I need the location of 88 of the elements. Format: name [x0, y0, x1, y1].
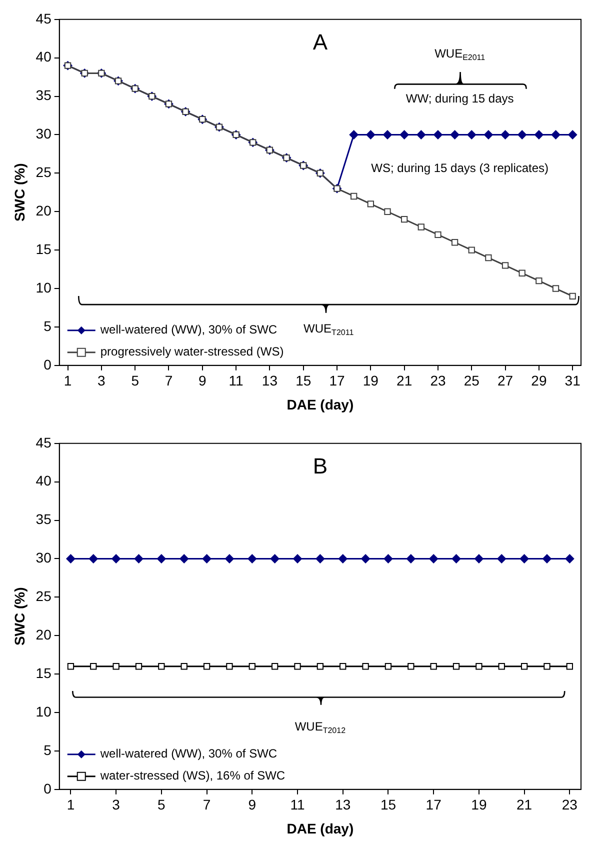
- y-tick-label: 30: [36, 550, 52, 566]
- x-tick-label: 1: [66, 796, 75, 813]
- x-tick-label: 15: [380, 796, 396, 813]
- point: [484, 130, 493, 140]
- y-tick-label: 10: [36, 279, 52, 296]
- x-tick-label: 29: [531, 372, 547, 389]
- y-tick-label: 40: [36, 472, 52, 489]
- text: A: [312, 29, 328, 54]
- x-tick-label: 9: [248, 796, 256, 813]
- legend-label: progressively water-stressed (WS): [100, 344, 284, 359]
- x-tick-label: 5: [131, 372, 140, 389]
- legend-label: water-stressed (WS), 16% of SWC: [99, 768, 286, 783]
- text: B: [312, 453, 328, 478]
- point: [416, 130, 426, 140]
- legend-label: well-watered (WW), 30% of SWC: [99, 746, 278, 761]
- y-tick-label: 5: [44, 318, 52, 334]
- y-tick-label: 30: [36, 126, 52, 142]
- point: [518, 270, 526, 276]
- point: [502, 262, 509, 269]
- y-tick-label: 15: [36, 240, 52, 257]
- point: [382, 130, 392, 140]
- point: [434, 231, 442, 238]
- y-axis-title: SWC (%): [11, 163, 28, 222]
- y-tick-label: 40: [36, 48, 52, 65]
- x-tick-label: 7: [164, 372, 173, 389]
- y-tick-label: 15: [36, 664, 52, 681]
- x-tick-label: 17: [426, 796, 442, 813]
- point: [384, 208, 391, 215]
- point: [467, 130, 476, 140]
- point: [500, 130, 510, 140]
- x-tick-label: 23: [562, 796, 578, 813]
- x-tick-label: 31: [564, 372, 581, 389]
- y-tick-label: 25: [36, 164, 52, 180]
- x-tick-label: 21: [516, 796, 532, 813]
- point: [568, 130, 578, 140]
- point: [366, 130, 376, 140]
- y-tick-label: 20: [36, 202, 52, 218]
- point: [349, 130, 358, 140]
- point: [433, 130, 442, 140]
- x-tick-label: 23: [430, 372, 446, 389]
- y-axis-title: SWC (%): [11, 587, 28, 646]
- point: [551, 130, 560, 140]
- point: [485, 254, 492, 262]
- y-tick-label: 35: [36, 511, 52, 528]
- x-tick-label: 7: [202, 796, 211, 813]
- x-tick-label: 3: [112, 796, 120, 813]
- x-tick-label: 5: [158, 796, 166, 813]
- legend-label: well-watered (WW), 30% of SWC: [99, 322, 278, 337]
- x-tick-label: 11: [290, 796, 305, 813]
- y-tick-label: 45: [36, 10, 52, 26]
- x-tick-label: 17: [329, 372, 346, 389]
- point: [468, 246, 475, 254]
- x-tick-label: 13: [262, 372, 278, 389]
- point: [350, 192, 358, 200]
- point: [400, 130, 409, 140]
- x-tick-label: 19: [471, 796, 487, 813]
- point: [450, 130, 460, 140]
- x-tick-label: 15: [296, 372, 312, 389]
- y-tick-label: 10: [36, 703, 52, 720]
- y-tick-label: 45: [36, 434, 52, 450]
- x-tick-label: 19: [362, 372, 379, 389]
- point: [518, 130, 527, 140]
- y-tick-label: 25: [36, 588, 52, 604]
- point: [569, 292, 576, 300]
- y-tick-label: 0: [44, 356, 52, 372]
- annotation: WS; during 15 days (3 replicates): [371, 160, 549, 175]
- point: [451, 239, 458, 246]
- x-axis-title: DAE (day): [286, 820, 354, 836]
- y-tick-label: 0: [44, 780, 52, 796]
- y-tick-label: 5: [44, 742, 52, 758]
- x-tick-label: 3: [98, 372, 106, 389]
- point: [536, 277, 542, 284]
- x-tick-label: 27: [497, 372, 514, 389]
- point: [367, 200, 374, 208]
- x-tick-label: 9: [198, 372, 206, 389]
- x-tick-label: 11: [228, 372, 244, 389]
- x-tick-label: 1: [64, 372, 72, 389]
- point: [552, 285, 560, 292]
- annotation: WW; during 15 days: [406, 92, 514, 106]
- x-tick-label: 21: [396, 372, 412, 389]
- x-tick-label: 25: [464, 372, 480, 389]
- x-axis-title: DAE (day): [286, 396, 354, 412]
- point: [418, 224, 424, 230]
- y-tick-label: 20: [36, 626, 52, 642]
- point: [400, 216, 408, 223]
- x-tick-label: 13: [335, 796, 351, 813]
- y-tick-label: 35: [36, 87, 52, 104]
- point: [534, 130, 544, 140]
